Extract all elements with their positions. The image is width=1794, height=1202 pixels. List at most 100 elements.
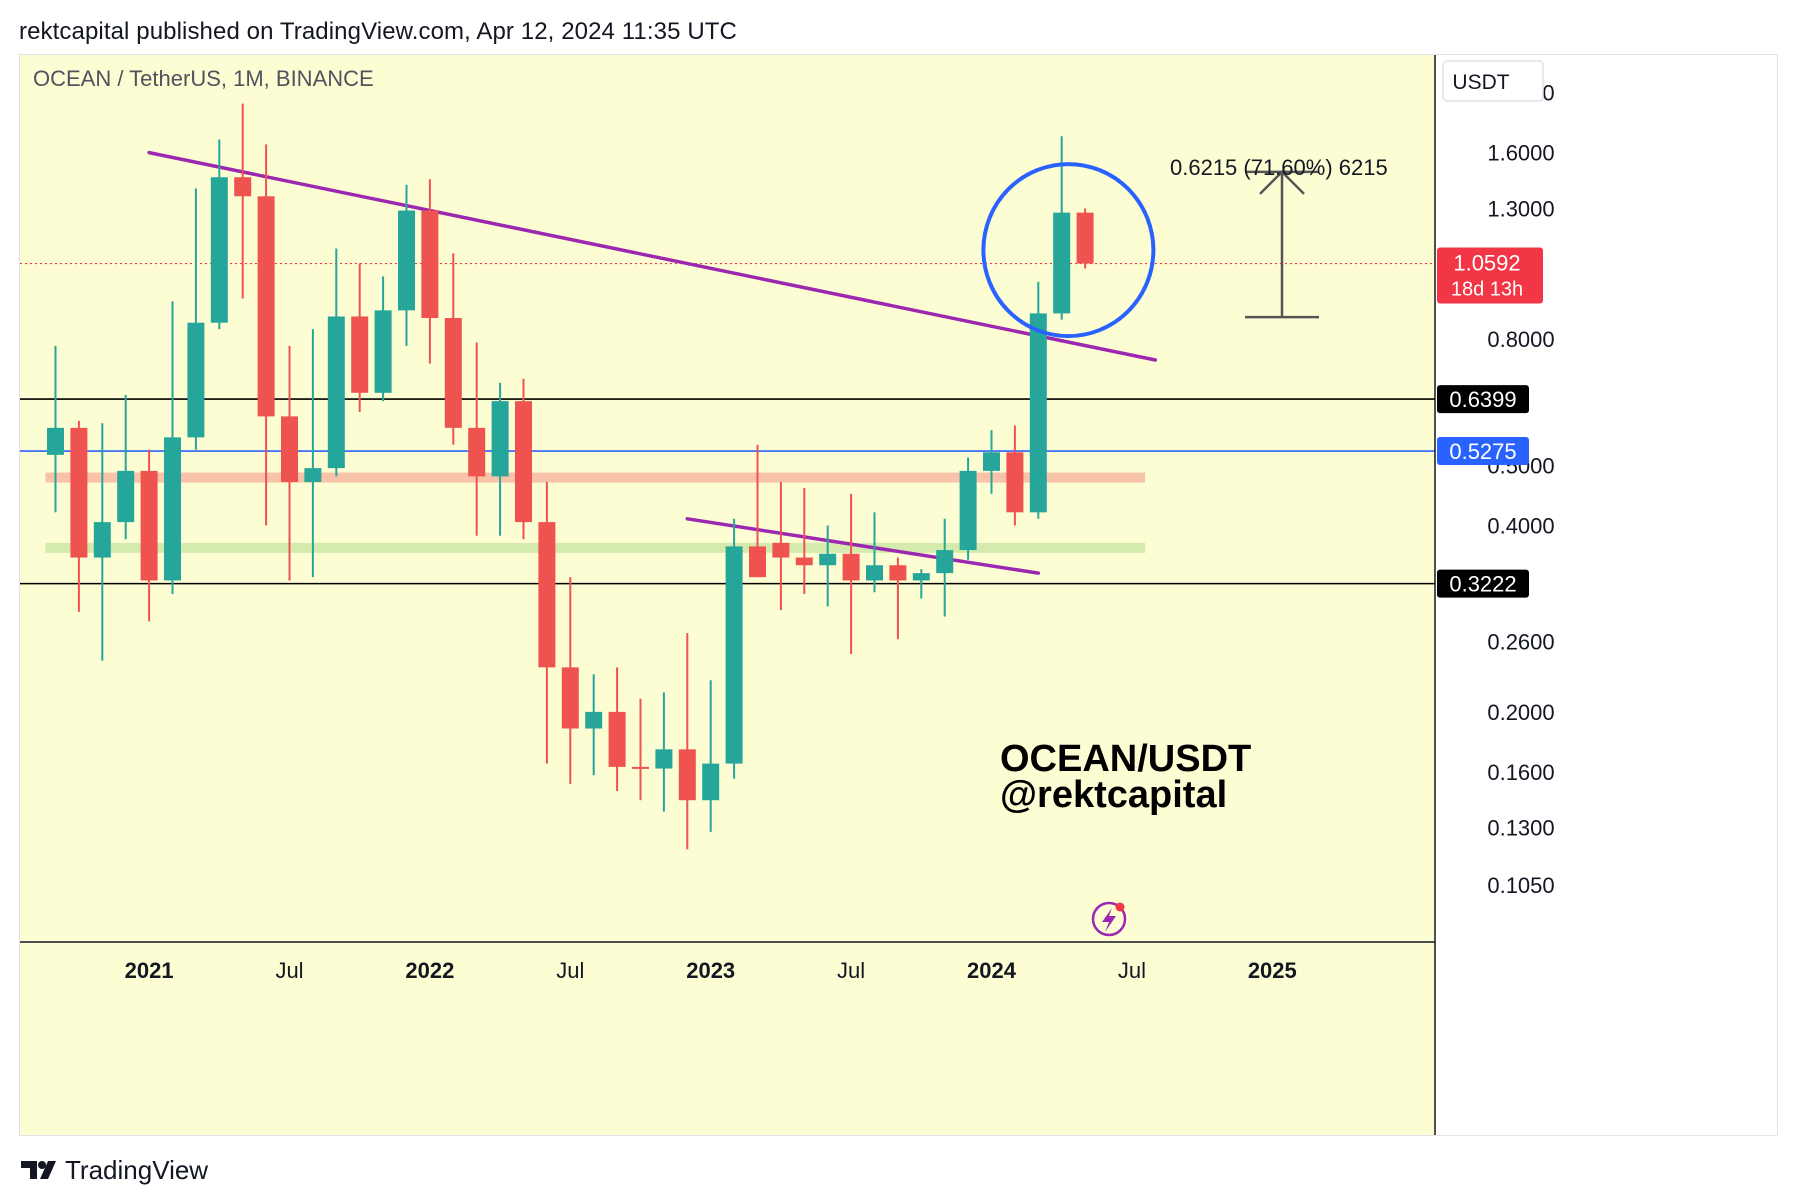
candle (561, 577, 579, 784)
price-tick-label: 0.2000 (1487, 700, 1554, 725)
candle (47, 345, 64, 513)
candle (257, 144, 275, 526)
level-label: 0.5275 (1449, 439, 1516, 464)
candle-body (678, 749, 696, 801)
candle-body (398, 210, 415, 311)
price-chart[interactable]: 0.6215 (71.60%) 6215 OCEAN / TetherUS, 1M… (20, 55, 1777, 1135)
candle-body (234, 177, 252, 197)
candle (140, 449, 158, 622)
time-tick-label: Jul (837, 958, 865, 983)
chart-panel[interactable]: 0.6215 (71.60%) 6215 OCEAN / TetherUS, 1M… (19, 54, 1778, 1136)
candle (93, 423, 111, 661)
candle (725, 518, 743, 779)
price-tick-label: 0.4000 (1487, 513, 1554, 538)
candle-body (725, 546, 743, 764)
candle (585, 674, 603, 776)
time-tick-label: 2025 (1248, 958, 1297, 983)
level-label-bg (1437, 437, 1529, 466)
tradingview-brand: TradingView (65, 1154, 209, 1185)
candle-body (912, 573, 930, 581)
candle (444, 253, 462, 445)
candle-body (585, 711, 603, 729)
candle-body (93, 522, 111, 558)
candle-body (1029, 313, 1047, 513)
candle (772, 482, 790, 611)
watermark-pair: OCEAN/USDT (1000, 738, 1251, 780)
candle (795, 487, 813, 595)
candle (632, 698, 649, 801)
price-tick-label: 0.1600 (1487, 760, 1554, 785)
notification-dot (1115, 902, 1125, 912)
time-axis-background (20, 942, 1435, 1135)
time-tick-label: Jul (275, 958, 303, 983)
candle-body (866, 565, 883, 581)
candle-body (304, 468, 322, 483)
candle-body (702, 763, 720, 801)
bar-countdown-label: 18d 13h (1451, 279, 1523, 301)
price-tick-label: 1.6000 (1487, 141, 1554, 166)
candle-body (889, 565, 907, 581)
candle-body (515, 401, 532, 523)
candle-body (421, 210, 439, 319)
candle (468, 342, 486, 536)
price-tick-label: 0.2600 (1487, 629, 1554, 654)
candle (1029, 281, 1047, 519)
current-price-label-bg (1437, 247, 1543, 304)
candle (842, 493, 860, 655)
candle (234, 103, 252, 299)
trendline-1 (685, 517, 1041, 575)
candle (398, 184, 415, 346)
candle (866, 512, 883, 593)
candle-body (819, 553, 837, 566)
candle-body (210, 177, 228, 323)
candle-body (327, 316, 345, 469)
lightning-ring (1091, 901, 1127, 937)
candle-body (374, 310, 392, 393)
candle-body (117, 470, 135, 523)
candle-body (655, 749, 673, 769)
candle (702, 680, 720, 832)
breakout-highlight-circle (981, 162, 1156, 339)
candle-body (444, 318, 462, 428)
tradingview-footer[interactable]: TradingView (19, 1152, 208, 1188)
candle (936, 518, 954, 617)
candle-body (795, 557, 813, 566)
candle-body (842, 553, 860, 581)
candle (281, 345, 298, 581)
candle (374, 276, 392, 402)
candle (983, 430, 1000, 494)
candle (327, 248, 345, 477)
level-label-bg (1437, 385, 1529, 414)
time-tick-label: 2023 (686, 958, 735, 983)
support-zone-0 (45, 472, 1146, 483)
published-header: rektcapital published on TradingView.com… (19, 18, 737, 45)
candle (304, 329, 322, 578)
candle (70, 420, 88, 612)
candle-body (164, 437, 181, 581)
candle-body (749, 546, 766, 578)
candle (538, 482, 556, 764)
candle (678, 633, 696, 850)
price-range-measure (1245, 170, 1319, 319)
candle-body (47, 427, 64, 455)
level-label: 0.3222 (1449, 572, 1516, 597)
trendline-0 (147, 150, 1158, 362)
currency-button[interactable]: USDT (1442, 60, 1544, 102)
candle-body (959, 470, 977, 551)
candle-body (608, 711, 626, 767)
candle (164, 301, 181, 595)
candle-body (561, 667, 579, 729)
candle (1006, 425, 1024, 526)
candle-body (281, 416, 298, 483)
level-label-bg (1437, 569, 1529, 598)
candle (889, 557, 907, 640)
candle-body (351, 316, 369, 393)
candle (210, 139, 228, 330)
time-tick-label: Jul (1118, 958, 1146, 983)
plot-background (20, 55, 1435, 942)
current-price-label: 1.0592 (1453, 251, 1520, 276)
candle-body (1006, 452, 1024, 513)
candle (749, 444, 766, 578)
time-tick-label: 2024 (967, 958, 1017, 983)
lightning-bolt (1102, 908, 1116, 932)
